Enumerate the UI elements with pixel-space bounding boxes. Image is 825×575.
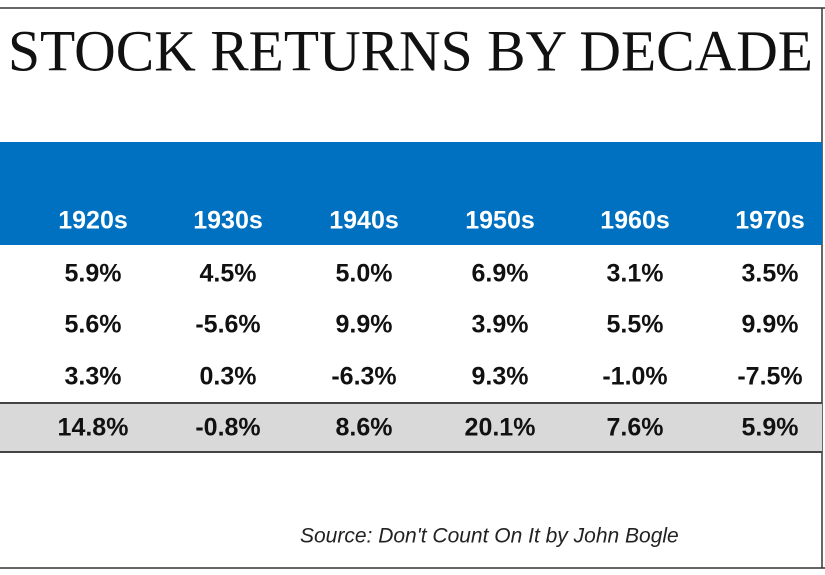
total-cell: 5.9% bbox=[742, 414, 799, 442]
cell: -1.0% bbox=[602, 363, 667, 391]
cell: 6.9% bbox=[472, 260, 529, 288]
header-band bbox=[0, 142, 822, 245]
total-cell: 14.8% bbox=[58, 414, 129, 442]
cell: 4.5% bbox=[200, 260, 257, 288]
column-header: 1950s bbox=[465, 207, 535, 235]
cell: 5.0% bbox=[336, 260, 393, 288]
cell: 9.3% bbox=[472, 363, 529, 391]
title: STOCK RETURNS BY DECADE bbox=[8, 18, 813, 83]
column-header: 1940s bbox=[329, 207, 399, 235]
cell: 0.3% bbox=[200, 363, 257, 391]
cell: 5.9% bbox=[65, 260, 122, 288]
cell: 5.6% bbox=[65, 311, 122, 339]
cell: 3.5% bbox=[742, 260, 799, 288]
cell: 3.3% bbox=[65, 363, 122, 391]
cell: 3.1% bbox=[607, 260, 664, 288]
total-cell: 20.1% bbox=[465, 414, 536, 442]
total-cell: 7.6% bbox=[607, 414, 664, 442]
column-header: 1970s bbox=[735, 207, 805, 235]
table: 1920s 1930s 1940s 1950s 1960s 1970s 5.9% 4.5% 5.… bbox=[58, 207, 805, 442]
total-cell: 8.6% bbox=[336, 414, 393, 442]
cell: -5.6% bbox=[195, 311, 260, 339]
cell: 3.9% bbox=[472, 311, 529, 339]
total-cell: -0.8% bbox=[195, 414, 260, 442]
cell: 9.9% bbox=[336, 311, 393, 339]
cell: 9.9% bbox=[742, 311, 799, 339]
column-header: 1930s bbox=[193, 207, 263, 235]
cell: 5.5% bbox=[607, 311, 664, 339]
cell: -6.3% bbox=[331, 363, 396, 391]
column-header: 1960s bbox=[600, 207, 670, 235]
total-band bbox=[0, 403, 822, 452]
column-header: 1920s bbox=[58, 207, 128, 235]
source: Source: Don't Count On It by John Bogle bbox=[300, 525, 679, 548]
cell: -7.5% bbox=[737, 363, 802, 391]
